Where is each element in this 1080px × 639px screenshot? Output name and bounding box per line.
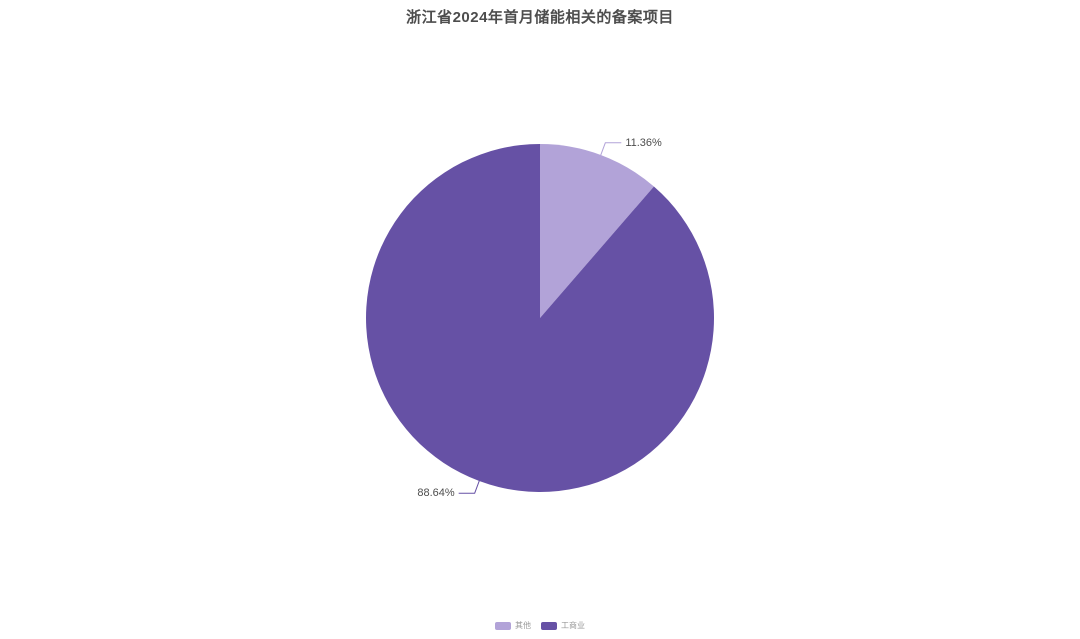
label-line-1 [458, 479, 481, 494]
legend: 其他 工商业 [0, 621, 1080, 631]
pie-label-1: 88.64% [417, 487, 455, 499]
legend-item-other[interactable]: 其他 [495, 621, 531, 631]
pie-slice-0[interactable] [540, 144, 654, 318]
legend-swatch-other [495, 622, 511, 630]
legend-swatch-industrial-commercial [541, 622, 557, 630]
legend-item-industrial-commercial[interactable]: 工商业 [541, 621, 585, 631]
legend-label-other: 其他 [515, 621, 531, 630]
legend-label-industrial-commercial: 工商业 [561, 621, 585, 630]
pie-slice-1[interactable] [366, 144, 715, 492]
chart-title: 浙江省2024年首月储能相关的备案项目 [406, 9, 674, 26]
label-line-0 [599, 142, 622, 157]
pie-label-0: 11.36% [625, 137, 662, 149]
